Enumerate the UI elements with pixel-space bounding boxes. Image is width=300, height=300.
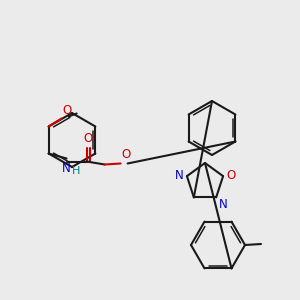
Text: N: N — [219, 198, 228, 212]
Text: N: N — [62, 161, 71, 175]
Text: O: O — [63, 104, 72, 118]
Text: H: H — [72, 167, 80, 176]
Text: O: O — [83, 131, 92, 145]
Text: O: O — [226, 169, 235, 182]
Text: N: N — [175, 169, 184, 182]
Text: O: O — [122, 148, 131, 160]
